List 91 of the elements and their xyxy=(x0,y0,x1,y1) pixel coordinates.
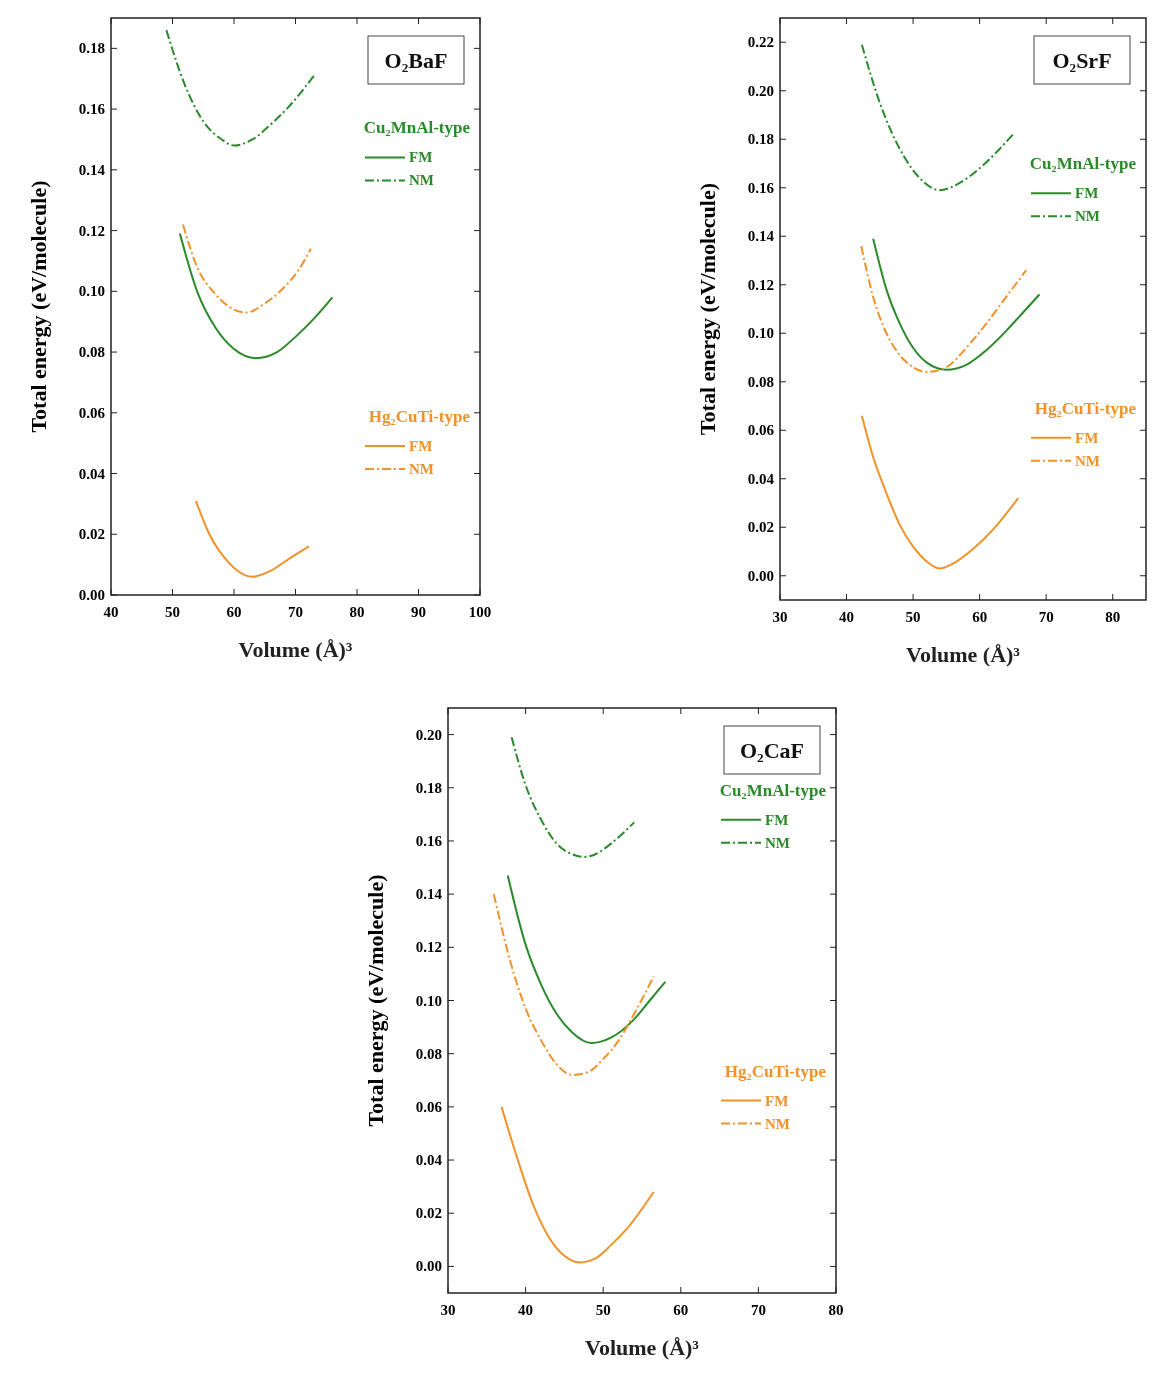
x-tick-label: 100 xyxy=(468,604,492,620)
line-series xyxy=(510,736,636,858)
y-tick-label: 0.04 xyxy=(415,1152,443,1169)
text: O₂SrF xyxy=(1052,48,1112,73)
y-tick-label: 0.14 xyxy=(78,161,106,178)
line-series xyxy=(165,29,315,147)
legend-label: FM xyxy=(409,437,433,454)
y-tick-label: 0.22 xyxy=(747,34,774,51)
y-tick-label: 0.12 xyxy=(747,276,774,293)
y-tick-label: 0.04 xyxy=(747,470,775,487)
legend-label: FM xyxy=(1075,185,1099,202)
legend-label: NM xyxy=(409,172,434,189)
y-tick-label: 0.20 xyxy=(747,82,774,99)
y-tick-label: 0.04 xyxy=(78,465,106,482)
x-tick-label: 70 xyxy=(1038,609,1054,625)
x-tick-label: 80 xyxy=(349,604,365,620)
legend-label: NM xyxy=(1075,452,1100,469)
y-axis-title: Total energy (eV/molecule) xyxy=(363,874,388,1127)
line-series xyxy=(860,414,1020,570)
y-axis-title: Total energy (eV/molecule) xyxy=(695,182,720,436)
y-tick-label: 0.08 xyxy=(78,344,105,361)
legend-label: FM xyxy=(765,811,789,828)
legend-label: NM xyxy=(765,1115,790,1132)
x-tick-label: 70 xyxy=(288,604,303,620)
legend-label: FM xyxy=(1075,429,1099,446)
y-tick-label: 0.10 xyxy=(747,325,774,342)
y-tick-label: 0.06 xyxy=(747,422,775,439)
y-tick-label: 0.10 xyxy=(78,283,105,300)
y-tick-label: 0.02 xyxy=(78,526,105,543)
y-tick-label: 0.18 xyxy=(747,131,774,148)
line-series xyxy=(860,244,1028,374)
legend-label: FM xyxy=(765,1092,789,1109)
line-series xyxy=(500,1105,655,1264)
x-tick-label: 90 xyxy=(411,604,426,620)
x-tick-label: 80 xyxy=(828,1302,844,1318)
y-tick-label: 0.12 xyxy=(78,222,105,239)
annotation: Cu₂MnAl-type xyxy=(1029,154,1137,174)
y-tick-label: 0.18 xyxy=(78,40,105,57)
y-tick-label: 0.06 xyxy=(415,1098,443,1115)
annotation: Cu₂MnAl-type xyxy=(363,118,471,138)
y-tick-label: 0.12 xyxy=(415,939,442,956)
annotation: Hg₂CuTi-type xyxy=(1034,398,1137,418)
x-tick-label: 40 xyxy=(103,604,119,620)
line-series xyxy=(506,874,667,1045)
y-tick-label: 0.02 xyxy=(415,1205,442,1222)
y-tick-label: 0.06 xyxy=(78,404,106,421)
annotation: Cu₂MnAl-type xyxy=(719,780,827,800)
legend-label: NM xyxy=(1075,208,1100,225)
x-axis-title: Volume (Å)³ xyxy=(906,642,1021,667)
y-tick-label: 0.00 xyxy=(747,567,774,584)
y-tick-label: 0.08 xyxy=(747,373,774,390)
x-axis-title: Volume (Å)³ xyxy=(238,637,353,662)
line-series xyxy=(872,237,1041,371)
x-tick-label: 50 xyxy=(595,1302,611,1318)
line-series xyxy=(492,893,655,1076)
x-tick-label: 60 xyxy=(673,1302,689,1318)
x-tick-label: 60 xyxy=(226,604,242,620)
y-tick-label: 0.00 xyxy=(78,587,105,603)
x-tick-label: 60 xyxy=(972,609,988,625)
y-tick-label: 0.16 xyxy=(415,832,443,849)
x-tick-label: 50 xyxy=(165,604,180,620)
y-tick-label: 0.16 xyxy=(78,101,106,118)
line-series xyxy=(181,223,312,314)
text: O₂BaF xyxy=(384,48,448,73)
text: O₂CaF xyxy=(739,738,805,763)
x-axis-title: Volume (Å)³ xyxy=(585,1335,700,1360)
y-tick-label: 0.16 xyxy=(747,179,775,196)
legend-label: NM xyxy=(409,460,434,477)
line-series xyxy=(860,43,1014,192)
x-tick-label: 40 xyxy=(518,1302,534,1318)
x-tick-label: 70 xyxy=(750,1302,766,1318)
x-tick-label: 40 xyxy=(839,609,855,625)
y-tick-label: 0.14 xyxy=(747,228,775,245)
y-tick-label: 0.10 xyxy=(415,992,442,1009)
y-tick-label: 0.18 xyxy=(415,779,442,796)
y-tick-label: 0.14 xyxy=(415,886,443,903)
line-series xyxy=(194,499,311,578)
y-tick-label: 0.00 xyxy=(415,1258,442,1275)
annotation: Hg₂CuTi-type xyxy=(724,1061,827,1081)
x-tick-label: 80 xyxy=(1105,609,1121,625)
x-tick-label: 30 xyxy=(440,1302,456,1318)
x-tick-label: 50 xyxy=(905,609,921,625)
y-tick-label: 0.02 xyxy=(747,519,774,536)
legend-label: FM xyxy=(409,149,433,166)
line-series xyxy=(178,232,334,360)
y-axis-title: Total energy (eV/molecule) xyxy=(26,180,51,433)
annotation: Hg₂CuTi-type xyxy=(368,406,471,426)
x-tick-label: 30 xyxy=(772,609,788,625)
legend-label: NM xyxy=(765,834,790,851)
y-tick-label: 0.08 xyxy=(415,1045,442,1062)
y-tick-label: 0.20 xyxy=(415,726,442,743)
